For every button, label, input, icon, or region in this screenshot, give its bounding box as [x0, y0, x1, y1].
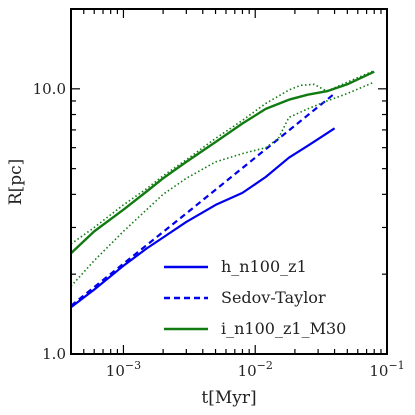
x-axis-label: t[Myr] [201, 388, 256, 408]
y-axis-label: R[pc] [6, 159, 26, 205]
y-tick-label: 1.0 [42, 345, 66, 363]
x-tick-label: 10−3 [106, 359, 141, 380]
plot-frame [70, 8, 388, 355]
y-tick-label: 10.0 [33, 80, 66, 98]
series-layer [70, 69, 375, 309]
x-tick-label: 10−1 [369, 359, 404, 380]
legend-label: h_n100_z1 [221, 257, 307, 276]
series-line-1 [70, 127, 336, 309]
series-line-3 [70, 70, 375, 255]
legend-label: i_n100_z1_M30 [221, 319, 346, 338]
series-line-4 [70, 69, 375, 245]
legend: h_n100_z1 Sedov-Taylor i_n100_z1_M30 [164, 257, 346, 338]
x-tick-label: 10−2 [238, 359, 273, 380]
ticks-layer: 10−3 10−2 10−1 1.0 10.0 [33, 9, 405, 380]
series-line-2 [70, 92, 336, 307]
legend-label: Sedov-Taylor [221, 288, 326, 307]
series-line-5 [70, 81, 375, 287]
